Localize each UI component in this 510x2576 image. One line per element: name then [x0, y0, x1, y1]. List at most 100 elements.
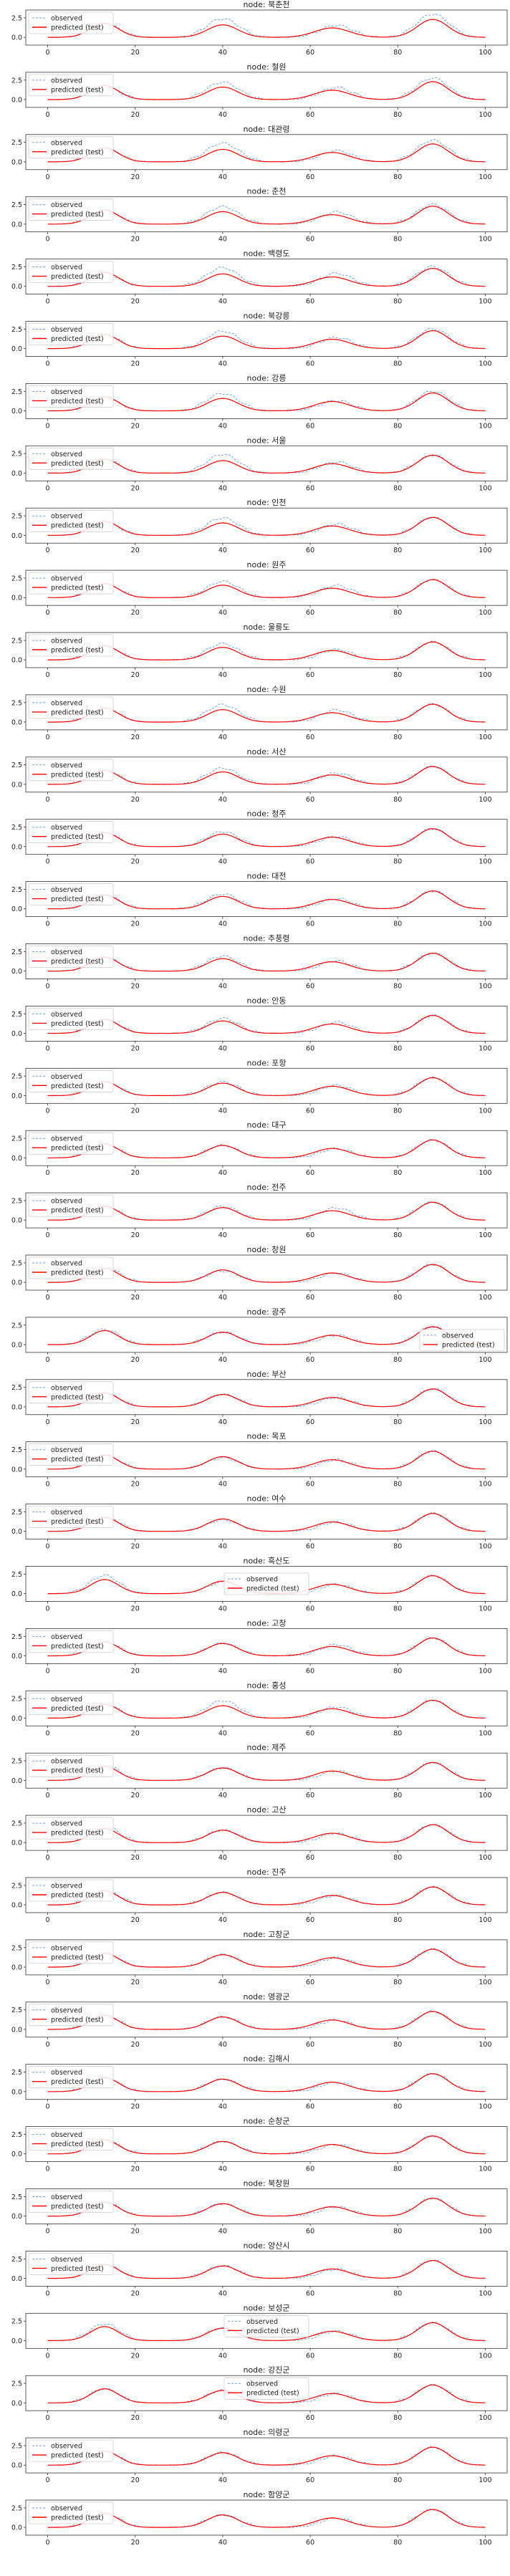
legend-box	[28, 261, 114, 284]
y-tick-label: 2.5	[11, 1696, 22, 1703]
x-tick-label: 40	[218, 983, 227, 991]
legend-observed-label: observed	[51, 451, 82, 458]
legend-predicted-label: predicted (test)	[51, 1393, 104, 1401]
panel-title: node: 추풍령	[243, 934, 289, 943]
panel-37: node: 양산시 0.0 2.5 0 20 40 60 80 100 observedpredi…	[11, 2241, 508, 2297]
legend-observed-label: observed	[51, 1820, 82, 1828]
x-tick-label: 20	[131, 484, 140, 492]
x-tick-label: 0	[46, 49, 50, 57]
plot-frame	[25, 196, 508, 233]
x-tick-label: 20	[131, 796, 140, 804]
x-tick-label: 40	[218, 1231, 227, 1239]
legend-observed-label: observed	[51, 1883, 82, 1890]
predicted-series-line	[47, 1201, 486, 1221]
legend-predicted-label: predicted (test)	[51, 1767, 104, 1775]
panel-title: node: 전주	[247, 1183, 287, 1192]
legend-box	[28, 2191, 114, 2213]
panel-23: node: 부산 0.0 2.5 0 20 40 60 80 100 observedpredic…	[11, 1370, 508, 1426]
x-tick-label: 40	[218, 609, 227, 617]
panel-22: node: 광주 0.0 2.5 0 20 40 60 80 100 observedpredic…	[11, 1307, 508, 1364]
predicted-series-line	[47, 2259, 486, 2279]
y-tick-label: 2.5	[11, 2069, 22, 2077]
legend-predicted-label: predicted (test)	[442, 1341, 495, 1349]
x-tick-label: 100	[478, 2539, 491, 2547]
x-tick-label: 40	[218, 484, 227, 492]
observed-series-line	[47, 1264, 486, 1283]
predicted-series-line	[47, 641, 486, 660]
x-tick-label: 60	[306, 671, 314, 679]
legend-predicted-label: predicted (test)	[51, 522, 104, 530]
predicted-series-line	[47, 1139, 486, 1158]
predicted-series-line	[47, 1513, 486, 1532]
x-tick-label: 100	[478, 1169, 491, 1177]
x-tick-label: 0	[46, 111, 50, 119]
legend-box	[223, 2315, 309, 2337]
y-tick-label: 0.0	[11, 408, 22, 415]
panel-title: node: 흑산도	[243, 1556, 289, 1566]
x-tick-label: 80	[393, 858, 402, 866]
y-tick-label: 2.5	[11, 513, 22, 521]
x-tick-label: 100	[478, 1294, 491, 1302]
x-tick-label: 40	[218, 1481, 227, 1489]
x-tick-label: 60	[306, 858, 314, 866]
predicted-series-line	[47, 2073, 486, 2092]
plot-frame	[25, 1317, 508, 1353]
legend-predicted-label: predicted (test)	[51, 398, 104, 405]
x-tick-label: 60	[306, 1231, 314, 1239]
x-tick-label: 20	[131, 1605, 140, 1613]
plot-frame	[25, 1006, 508, 1042]
observed-series-line	[47, 2135, 486, 2155]
predicted-series-line	[47, 579, 486, 598]
x-tick-label: 100	[478, 734, 491, 741]
x-tick-label: 100	[478, 111, 491, 119]
legend-predicted-label: predicted (test)	[246, 2327, 299, 2335]
y-tick-label: 2.5	[11, 1322, 22, 1330]
legend-box	[28, 821, 114, 844]
y-tick-label: 2.5	[11, 1011, 22, 1019]
x-tick-label: 0	[46, 1169, 50, 1177]
y-tick-label: 0.0	[11, 2275, 22, 2283]
panel-29: node: 제주 0.0 2.5 0 20 40 60 80 100 observedpredic…	[11, 1743, 508, 1799]
plot-frame	[25, 943, 508, 979]
x-tick-label: 100	[478, 796, 491, 804]
legend-predicted-label: predicted (test)	[51, 708, 104, 716]
predicted-series-line	[47, 268, 486, 287]
x-tick-label: 0	[46, 2166, 50, 2173]
x-tick-label: 60	[306, 1418, 314, 1426]
x-tick-label: 40	[218, 1792, 227, 1799]
x-tick-label: 0	[46, 2476, 50, 2484]
legend-observed-label: observed	[51, 2069, 82, 2077]
legend-predicted-label: predicted (test)	[51, 771, 104, 779]
x-tick-label: 100	[478, 921, 491, 928]
x-tick-label: 20	[131, 1107, 140, 1115]
predicted-series-line	[47, 1637, 486, 1657]
x-tick-label: 20	[131, 1854, 140, 1862]
legend-observed-label: observed	[51, 388, 82, 396]
plot-frame	[25, 1566, 508, 1602]
legend-observed-label: observed	[51, 948, 82, 956]
x-tick-label: 0	[46, 484, 50, 492]
plot-frame	[25, 321, 508, 357]
legend-predicted-label: predicted (test)	[51, 1145, 104, 1153]
legend-box	[28, 696, 114, 719]
legend-box	[28, 1630, 114, 1653]
plot-frame	[25, 2499, 508, 2536]
x-tick-label: 80	[393, 1792, 402, 1799]
x-tick-label: 80	[393, 236, 402, 244]
y-tick-label: 2.5	[11, 1135, 22, 1143]
legend-box	[28, 74, 114, 97]
x-tick-label: 20	[131, 2166, 140, 2173]
legend-observed-label: observed	[51, 513, 82, 521]
observed-series-line	[47, 1948, 486, 1968]
panel-title: node: 북강릉	[243, 312, 289, 321]
y-tick-label: 2.5	[11, 1509, 22, 1517]
legend-observed-label: observed	[51, 1135, 82, 1143]
x-tick-label: 40	[218, 1418, 227, 1426]
y-tick-label: 0.0	[11, 1342, 22, 1350]
panel-title: node: 강진군	[243, 2365, 289, 2375]
y-tick-label: 2.5	[11, 2193, 22, 2201]
